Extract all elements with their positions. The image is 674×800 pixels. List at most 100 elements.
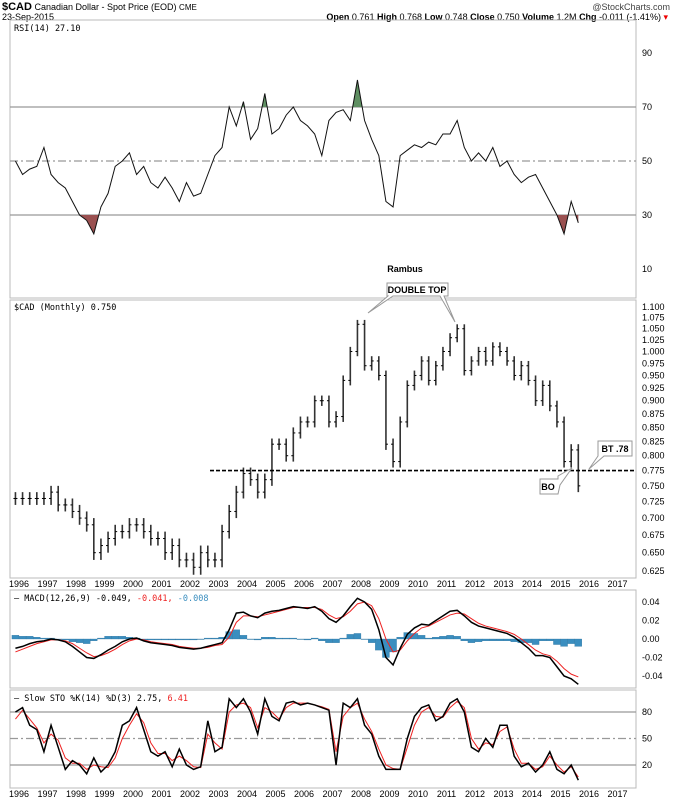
backtest-label: BT .78 <box>601 444 628 454</box>
x-tick-label: 1997 <box>37 789 57 799</box>
chart-title: $CAD Canadian Dollar - Spot Price (EOD) … <box>2 1 197 13</box>
x-tick-label: 2004 <box>237 579 257 589</box>
macd-histogram-bar <box>503 638 511 642</box>
macd-legend-part: — MACD(12,26,9) -0.049, <box>14 594 137 604</box>
macd-histogram-bar <box>211 637 219 640</box>
price-tick-label: 0.775 <box>642 466 665 476</box>
macd-histogram-bar <box>40 637 48 640</box>
sto-d-line <box>15 700 579 778</box>
price-bar <box>547 380 552 412</box>
macd-histogram-bar <box>90 638 98 642</box>
x-tick-label: 2003 <box>208 789 228 799</box>
panel-frame <box>9 299 637 579</box>
exchange: CME <box>179 3 197 12</box>
macd-histogram-bar <box>396 637 404 640</box>
price-bar <box>284 438 289 462</box>
price-tick-label: 0.800 <box>642 451 665 461</box>
macd-tick-label: 0.00 <box>642 634 660 644</box>
price-tick-label: 0.875 <box>642 409 665 419</box>
macd-tick-label: 0.02 <box>642 616 660 626</box>
price-bar <box>106 531 111 553</box>
price-bar <box>490 342 495 366</box>
macd-histogram-bar <box>111 636 119 640</box>
price-bar <box>483 346 488 366</box>
x-tick-label: 2012 <box>465 579 485 589</box>
price-bar <box>91 518 96 560</box>
macd-histogram-bar <box>311 637 319 640</box>
price-bar <box>348 346 353 386</box>
price-tick-label: 1.100 <box>642 302 665 312</box>
macd-histogram-bar <box>182 638 191 641</box>
price-bar <box>84 511 89 532</box>
sto-tick-label: 80 <box>642 707 652 717</box>
x-tick-label: 2014 <box>522 789 542 799</box>
sto-legend: — Slow STO %K(14) %D(3) 2.75, 6.41 <box>14 694 188 704</box>
price-bar <box>49 485 54 505</box>
price-bar <box>312 395 317 428</box>
price-bar <box>20 492 25 505</box>
macd-histogram-bar <box>332 638 340 643</box>
price-bar <box>334 411 339 428</box>
rsi-tick-label: 90 <box>642 48 652 58</box>
rsi-tick-label: 30 <box>642 210 652 220</box>
price-bar <box>562 416 567 468</box>
price-bar <box>362 319 367 371</box>
x-tick-label: 1996 <box>9 789 29 799</box>
macd-histogram-bar <box>175 638 183 641</box>
x-tick-label: 2007 <box>322 579 342 589</box>
price-bar <box>569 444 574 468</box>
macd-histogram-bar <box>246 638 255 640</box>
macd-histogram-bar <box>61 638 69 641</box>
price-bar <box>469 356 474 376</box>
macd-histogram-bar <box>432 637 440 640</box>
macd-histogram-bar <box>197 638 205 640</box>
price-bar <box>341 375 346 422</box>
macd-histogram-bar <box>189 638 198 641</box>
x-tick-label: 2007 <box>322 789 342 799</box>
price-bar <box>277 438 282 450</box>
x-tick-label: 2013 <box>493 579 513 589</box>
double-top-label: DOUBLE TOP <box>388 285 447 295</box>
breakout-label: BO <box>541 482 555 492</box>
price-bar <box>212 552 217 568</box>
macd-histogram-bar <box>161 638 169 641</box>
price-bar <box>170 538 175 560</box>
macd-histogram-bar <box>168 638 176 641</box>
price-bar <box>77 504 82 525</box>
sto-k-line <box>15 696 579 781</box>
macd-histogram-bar <box>325 638 333 643</box>
x-tick-label: 2000 <box>123 579 143 589</box>
x-tick-label: 2017 <box>607 789 627 799</box>
price-bar <box>70 498 75 519</box>
macd-histogram-bar <box>154 638 162 641</box>
x-tick-label: 2009 <box>379 579 399 589</box>
price-bar <box>455 324 460 343</box>
price-bar <box>505 346 510 366</box>
macd-legend: — MACD(12,26,9) -0.049, -0.041, -0.008 <box>14 594 209 604</box>
price-tick-label: 0.625 <box>642 566 665 576</box>
macd-histogram-bar <box>489 638 497 642</box>
price-bar <box>163 531 168 560</box>
macd-histogram-bar <box>425 637 433 640</box>
price-bar <box>63 498 68 512</box>
price-bar <box>319 395 324 406</box>
price-bar <box>191 552 196 575</box>
price-bar <box>127 518 132 539</box>
price-bar <box>355 319 360 357</box>
price-bar <box>34 492 39 505</box>
macd-histogram-bar <box>83 638 91 644</box>
macd-histogram-bar <box>254 638 262 641</box>
x-tick-label: 2017 <box>607 579 627 589</box>
price-bar <box>248 467 253 486</box>
macd-histogram-bar <box>33 637 41 640</box>
rsi-legend: RSI(14) 27.10 <box>14 24 81 34</box>
price-bar <box>56 485 61 512</box>
price-bar <box>255 473 260 499</box>
x-tick-label: 2016 <box>579 789 599 799</box>
price-bar <box>41 492 46 505</box>
price-bar <box>262 473 267 499</box>
macd-histogram-bar <box>11 635 20 640</box>
macd-histogram-bar <box>446 635 454 640</box>
macd-histogram-bar <box>75 638 84 643</box>
price-bar <box>177 538 182 568</box>
